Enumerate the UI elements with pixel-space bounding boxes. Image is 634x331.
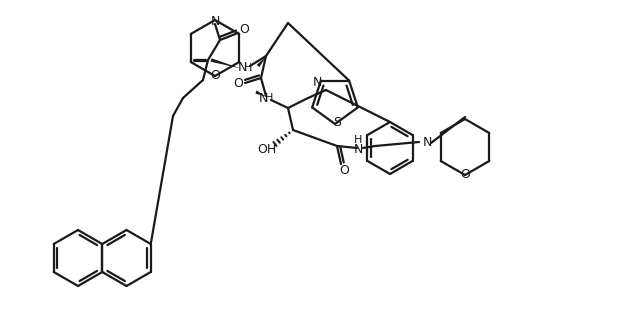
Text: OH: OH — [257, 143, 276, 156]
Text: N: N — [237, 61, 247, 73]
Text: S: S — [333, 116, 341, 128]
Polygon shape — [257, 56, 266, 67]
Text: N: N — [210, 15, 220, 27]
Text: O: O — [233, 76, 243, 89]
Text: N: N — [353, 143, 363, 156]
Polygon shape — [256, 90, 266, 96]
Text: O: O — [239, 23, 249, 35]
Text: N: N — [422, 135, 432, 149]
Text: N: N — [258, 91, 268, 105]
Text: O: O — [210, 69, 220, 81]
Text: H: H — [265, 93, 273, 103]
Text: N: N — [313, 76, 323, 89]
Text: H: H — [244, 63, 252, 73]
Text: O: O — [339, 164, 349, 176]
Text: O: O — [460, 167, 470, 180]
Polygon shape — [210, 58, 241, 69]
Text: H: H — [354, 135, 362, 145]
